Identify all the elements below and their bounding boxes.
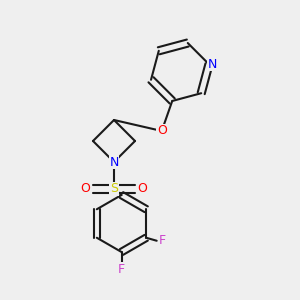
Text: N: N	[109, 155, 119, 169]
Text: S: S	[110, 182, 118, 196]
Text: O: O	[81, 182, 90, 196]
Text: O: O	[138, 182, 147, 196]
Text: F: F	[118, 262, 125, 276]
Text: F: F	[158, 234, 166, 247]
Text: N: N	[207, 58, 217, 71]
Text: O: O	[157, 124, 167, 137]
